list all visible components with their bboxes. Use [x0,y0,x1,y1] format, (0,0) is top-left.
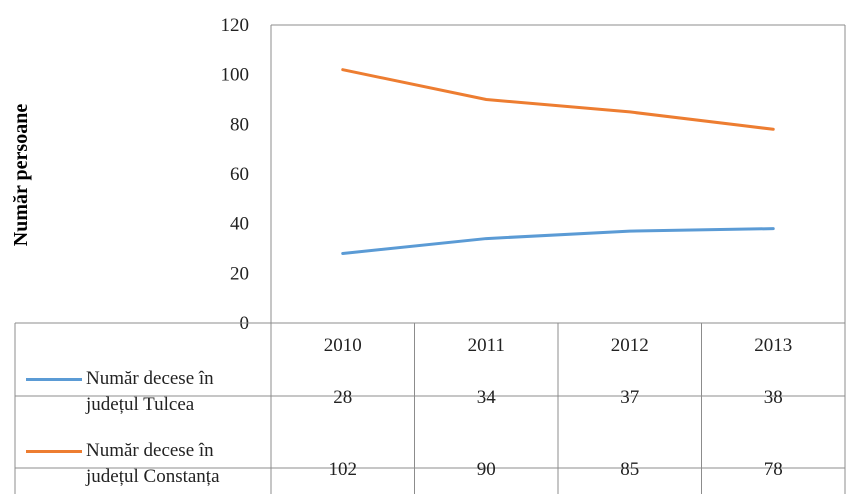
y-tick-label: 100 [221,65,250,86]
y-tick-label: 60 [230,164,249,185]
table-value: 28 [333,387,352,408]
legend-label-tulcea-line2: județul Tulcea [86,394,195,415]
legend-label-constanta: Număr decese în județul Constanța [86,438,220,490]
legend-label-tulcea: Număr decese în județul Tulcea [86,366,214,418]
x-tick-label: 2011 [468,335,505,356]
series-line-0 [341,227,775,255]
table-value: 78 [764,459,783,480]
legend-label-constanta-line2: județul Constanța [86,466,220,487]
table-value: 102 [329,459,358,480]
table-value: 90 [477,459,496,480]
legend-label-tulcea-line1: Număr decese în [86,368,214,389]
x-tick-label: 2013 [754,335,792,356]
series-lines [341,68,775,255]
legend-swatch-constanta [26,450,82,453]
y-tick-label: 120 [221,15,250,36]
y-tick-label: 40 [230,214,249,235]
legend-label-constanta-line1: Număr decese în [86,440,214,461]
table-value: 37 [620,387,639,408]
table-value: 34 [477,387,497,408]
legend-swatch-tulcea [26,378,82,381]
table-value: 38 [764,387,783,408]
table-value: 85 [620,459,639,480]
y-tick-label: 20 [230,263,249,284]
plot-frame [270,24,846,323]
y-axis-title: Număr persoane [10,104,32,247]
x-tick-label: 2010 [324,335,362,356]
data-table-values: 28 34 37 38 102 90 85 78 [329,387,783,480]
y-tick-label: 80 [230,114,249,135]
data-table [14,322,846,494]
series-line-1 [341,68,775,131]
category-labels: 2010 2011 2012 2013 [324,335,793,356]
x-tick-label: 2012 [611,335,649,356]
